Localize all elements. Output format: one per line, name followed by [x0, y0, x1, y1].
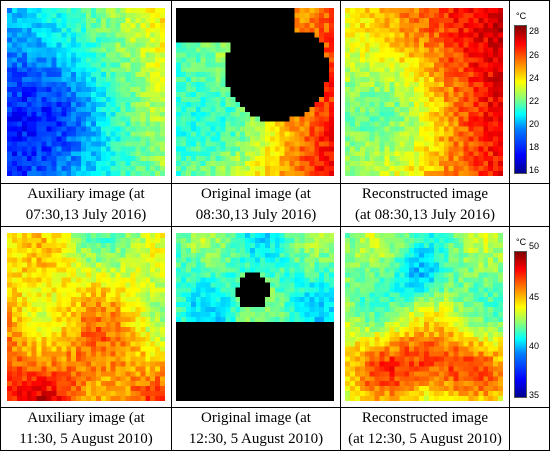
caption-line: Reconstructed image	[361, 410, 489, 426]
original-image-row1	[176, 8, 334, 176]
colorbar-tick: 45	[529, 292, 540, 302]
caption-line: Reconstructed image	[361, 186, 489, 202]
colorbar-unit: °C	[516, 237, 527, 247]
grid-line	[0, 183, 550, 184]
auxiliary-image-row1	[7, 8, 165, 176]
colorbar-tick: 22	[529, 96, 540, 106]
original-image-row2	[176, 233, 334, 401]
grid-line	[171, 0, 172, 451]
caption-line: 12:30, 5 August 2010)	[188, 431, 324, 447]
caption-line: (at 12:30, 5 August 2010)	[348, 431, 502, 447]
grid-line	[0, 0, 550, 1]
caption-line: 07:30,13 July 2016)	[25, 207, 147, 223]
colorbar-tick: 18	[529, 142, 540, 152]
caption-line: Original image (at	[201, 186, 311, 202]
colorbar-gradient	[514, 25, 527, 174]
reconstructed-image-row1	[345, 8, 503, 176]
auxiliary-image-row2	[7, 233, 165, 401]
caption-line: (at 08:30,13 July 2016)	[355, 207, 495, 223]
reconstructed-image-row2	[345, 233, 503, 401]
colorbar-tick: 26	[529, 50, 540, 60]
colorbar-tick: 35	[529, 390, 540, 400]
caption-reconstructed-row1: Reconstructed image (at 08:30,13 July 20…	[341, 184, 509, 226]
grid-line	[509, 0, 510, 451]
colorbar-unit: °C	[516, 11, 527, 21]
colorbar-row2: °C 50 45 40 35	[509, 226, 549, 407]
colorbar-row1: °C 28 26 24 22 20 18 16	[509, 0, 549, 183]
grid-line	[340, 0, 341, 451]
grid-line	[0, 407, 550, 408]
caption-reconstructed-row2: Reconstructed image (at 12:30, 5 August …	[341, 408, 509, 450]
caption-line: 08:30,13 July 2016)	[195, 207, 317, 223]
colorbar-gradient	[514, 251, 527, 398]
colorbar-tick: 28	[529, 26, 540, 36]
grid-line	[0, 0, 1, 451]
caption-line: 11:30, 5 August 2010)	[19, 431, 153, 447]
colorbar-tick: 40	[529, 341, 540, 351]
caption-line: Original image (at	[201, 410, 311, 426]
caption-line: Auxiliary image (at	[27, 186, 145, 202]
caption-auxiliary-row2: Auxiliary image (at 11:30, 5 August 2010…	[1, 408, 171, 450]
colorbar-tick: 20	[529, 119, 540, 129]
colorbar-tick: 50	[529, 241, 540, 251]
caption-original-row2: Original image (at 12:30, 5 August 2010)	[172, 408, 340, 450]
caption-auxiliary-row1: Auxiliary image (at 07:30,13 July 2016)	[1, 184, 171, 226]
caption-original-row1: Original image (at 08:30,13 July 2016)	[172, 184, 340, 226]
grid-line	[0, 226, 550, 227]
colorbar-tick: 16	[529, 165, 540, 175]
colorbar-tick: 24	[529, 73, 540, 83]
caption-line: Auxiliary image (at	[27, 410, 145, 426]
